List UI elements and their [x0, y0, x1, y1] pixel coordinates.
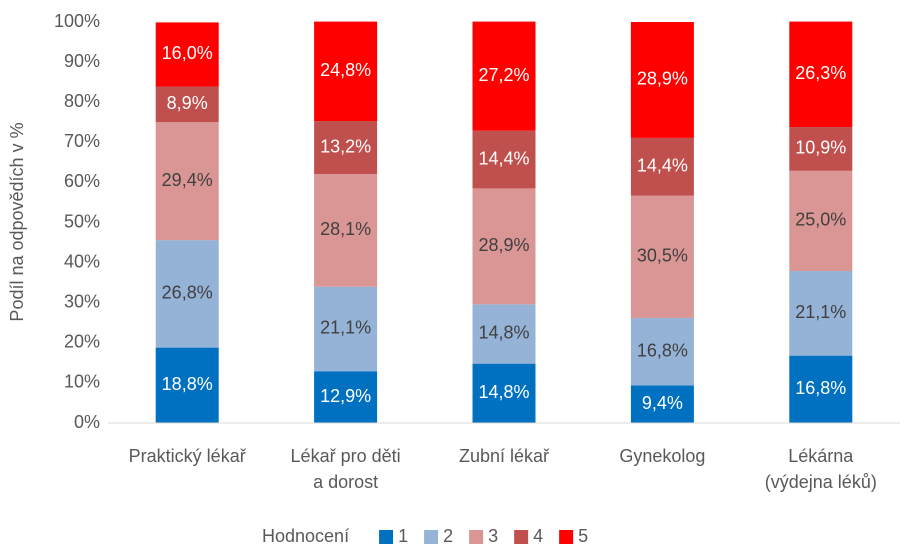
x-tick-label: Lékař pro děti a dorost: [290, 446, 401, 492]
bar-segment: [155, 86, 219, 123]
y-tick-label: 90%: [64, 51, 100, 71]
bar-segment: [630, 385, 694, 423]
data-label: 21,1%: [795, 302, 846, 322]
bar-segment: [789, 21, 853, 128]
bar-segment: [314, 286, 378, 372]
bar-segment: [472, 304, 536, 364]
bar-segment: [789, 170, 853, 272]
bar-segment: [314, 121, 378, 174]
y-tick-label: 40%: [64, 251, 100, 271]
bar-segment: [314, 21, 378, 122]
legend-swatch: [424, 530, 439, 544]
y-tick-label: 50%: [64, 211, 100, 231]
bar-segment: [789, 271, 853, 356]
bar-segment: [630, 137, 694, 196]
bar-segment: [472, 188, 536, 305]
y-tick-label: 20%: [64, 332, 100, 352]
data-label: 29,4%: [162, 170, 213, 190]
y-tick-label: 10%: [64, 372, 100, 392]
bar-segment: [155, 240, 219, 348]
data-label: 27,2%: [478, 65, 529, 85]
legend-swatch: [379, 530, 394, 544]
legend-label: 2: [443, 526, 453, 546]
bar-segment: [630, 195, 694, 318]
legend-title: Hodnocení: [262, 526, 349, 546]
bar-segment: [630, 22, 694, 138]
x-tick-label: Zubní lékař: [458, 446, 550, 466]
bar-segment: [314, 173, 378, 287]
bar-segment: [472, 363, 536, 423]
legend-label: 5: [578, 526, 588, 546]
y-tick-label: 70%: [64, 131, 100, 151]
bar-segment: [789, 127, 853, 171]
data-label: 28,9%: [637, 69, 688, 89]
bar-segment: [155, 122, 219, 241]
bar-segment: [314, 371, 378, 423]
y-tick-label: 60%: [64, 171, 100, 191]
data-label: 16,0%: [162, 43, 213, 63]
data-label: 14,8%: [478, 382, 529, 402]
legend-label: 1: [398, 526, 408, 546]
data-label: 26,8%: [162, 283, 213, 303]
data-label: 28,1%: [320, 219, 371, 239]
data-label: 13,2%: [320, 136, 371, 156]
data-label: 14,8%: [478, 323, 529, 343]
data-label: 28,9%: [478, 235, 529, 255]
data-label: 25,0%: [795, 210, 846, 230]
data-label: 12,9%: [320, 386, 371, 406]
data-label: 18,8%: [162, 374, 213, 394]
y-tick-label: 80%: [64, 91, 100, 111]
legend-swatch: [514, 530, 529, 544]
data-label: 26,3%: [795, 63, 846, 83]
data-label: 14,4%: [478, 148, 529, 168]
bar-segment: [155, 22, 219, 87]
bar-segment: [472, 21, 536, 131]
data-label: 16,8%: [637, 340, 688, 360]
bar-segment: [630, 317, 694, 386]
data-label: 10,9%: [795, 138, 846, 158]
legend-swatch: [469, 530, 484, 544]
data-label: 21,1%: [320, 318, 371, 338]
x-tick-label: Lékárna (výdejna léků): [764, 446, 877, 492]
data-label: 30,5%: [637, 246, 688, 266]
data-label: 9,4%: [642, 393, 683, 413]
bar-segment: [472, 130, 536, 189]
legend-label: 3: [488, 526, 498, 546]
y-tick-label: 100%: [54, 11, 100, 31]
data-label: 16,8%: [795, 378, 846, 398]
data-label: 24,8%: [320, 60, 371, 80]
bar-segment: [789, 355, 853, 423]
x-tick-label: Praktický lékař: [128, 446, 246, 466]
bar-segment: [155, 347, 219, 423]
data-label: 8,9%: [167, 93, 208, 113]
y-tick-label: 0%: [74, 412, 100, 432]
legend-label: 4: [533, 526, 543, 546]
data-label: 14,4%: [637, 156, 688, 176]
y-tick-label: 30%: [64, 291, 100, 311]
legend-swatch: [559, 530, 574, 544]
x-tick-label: Gynekolog: [619, 446, 706, 466]
y-axis-title: Podíl na odpovědích v %: [7, 122, 27, 321]
